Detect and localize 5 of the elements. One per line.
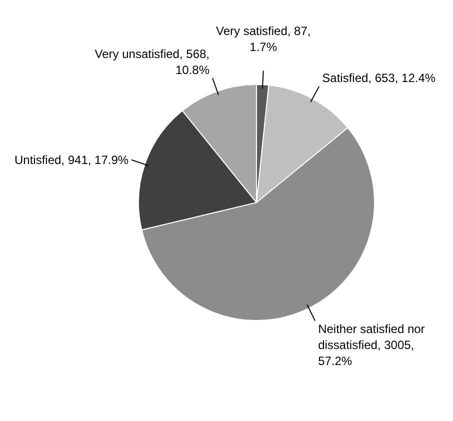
slice-label: Untisfied, 941, 17.9% xyxy=(14,152,129,168)
slice-label: Satisfied, 653, 12.4% xyxy=(322,70,436,86)
slice-label: Very unsatisfied, 568, 10.8% xyxy=(94,46,210,78)
slice-label: Neither satisfied nor dissatisfied, 3005, 57.2% xyxy=(318,320,426,369)
slice-label: Very satisfied, 87, 1.7% xyxy=(215,22,312,55)
